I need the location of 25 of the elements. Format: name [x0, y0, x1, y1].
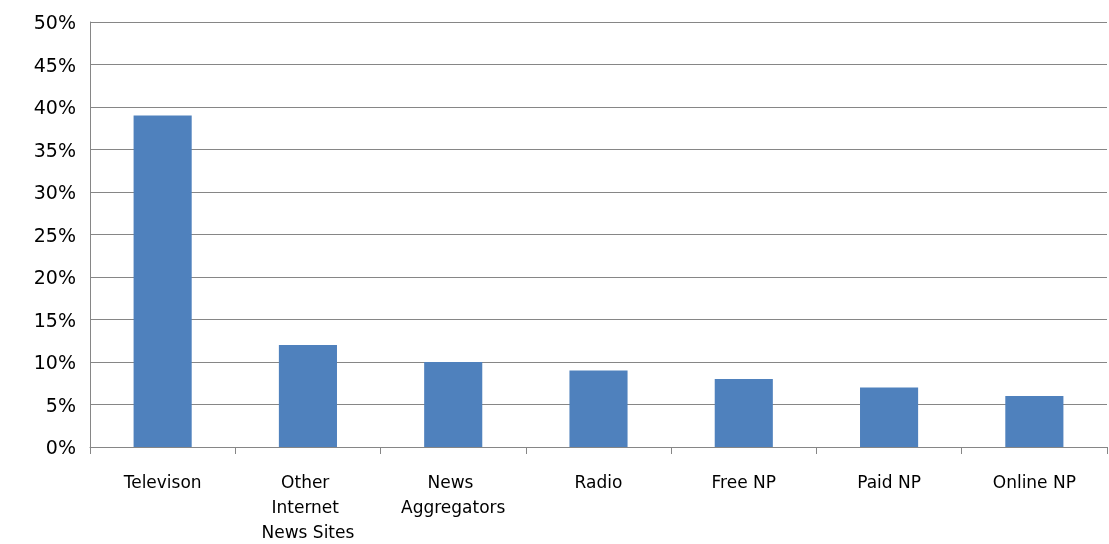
y-tick-label: 35% [33, 138, 76, 161]
y-tick-label: 10% [33, 351, 76, 373]
y-tick-label: 40% [33, 96, 76, 118]
bar [1005, 396, 1064, 447]
bar [424, 362, 483, 447]
x-tick-label: Online NP [992, 471, 1076, 492]
y-tick-label: 20% [33, 266, 76, 288]
y-tick-label: 5% [45, 393, 76, 416]
x-tick-label: Free NP [711, 471, 777, 492]
x-tick-label: Paid NP [857, 471, 921, 492]
bar [569, 370, 628, 447]
x-tick-label: News Aggregators [401, 471, 506, 517]
bar [860, 387, 919, 447]
y-tick-label: 50% [33, 11, 76, 33]
y-tick-label: 30% [33, 181, 76, 203]
y-tick-label: 25% [33, 223, 76, 246]
x-tick-label: Radio [574, 471, 623, 492]
bar [133, 115, 192, 447]
bar [278, 345, 337, 447]
bar [714, 379, 773, 447]
y-tick-label: 45% [33, 53, 76, 76]
y-tick-label: 0% [45, 436, 76, 458]
x-tick-label: Other Internet News Sites [261, 471, 355, 542]
y-tick-label: 15% [33, 308, 76, 331]
x-tick-label: Televison [122, 471, 202, 492]
